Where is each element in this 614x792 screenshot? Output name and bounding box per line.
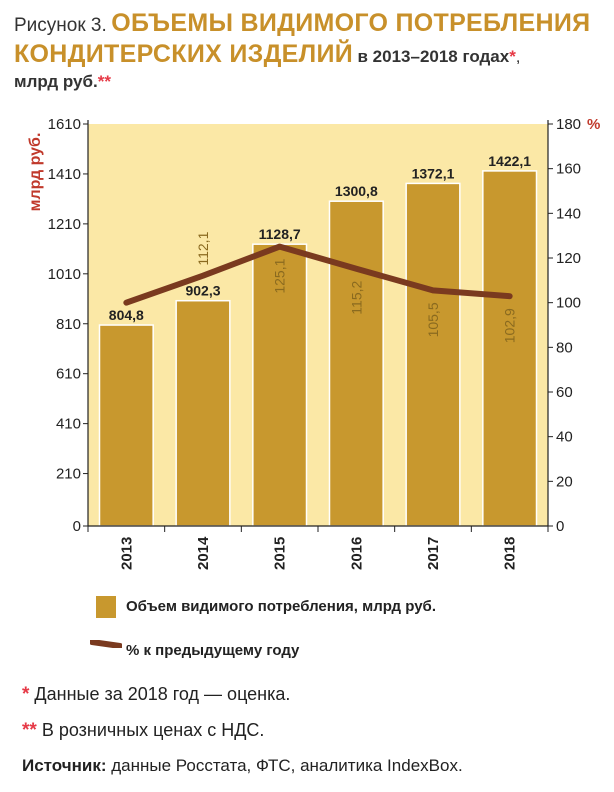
left-tick-label: 610 xyxy=(56,366,81,383)
percent-point-2014 xyxy=(201,274,205,278)
left-axis-title: млрд руб. xyxy=(27,133,44,212)
right-tick-label: 100 xyxy=(556,295,581,312)
left-tick-label: 1610 xyxy=(48,116,81,133)
right-tick-label: 120 xyxy=(556,250,581,267)
legend-line-swatch xyxy=(90,640,122,648)
note-2-text: В розничных ценах с НДС. xyxy=(41,720,265,740)
title-main-2: КОНДИТЕРСКИХ ИЗДЕЛИЙ xyxy=(14,40,354,69)
x-tick-label-2017: 2017 xyxy=(425,537,442,570)
source-note: Источник: данные Росстата, ФТС, аналитик… xyxy=(22,756,463,776)
bar-value-label: 1422,1 xyxy=(488,153,531,169)
percent-point-2018 xyxy=(508,294,512,298)
right-tick-label: 80 xyxy=(556,339,573,356)
note-2-star: ** xyxy=(22,720,37,741)
left-tick-label: 410 xyxy=(56,416,81,433)
note-1-text: Данные за 2018 год — оценка. xyxy=(34,684,291,704)
bar-2017 xyxy=(405,182,461,527)
title-star-1: * xyxy=(509,47,516,67)
right-tick-label: 0 xyxy=(556,518,564,535)
percent-value-label: 115,2 xyxy=(348,281,364,315)
title-star-2: ** xyxy=(97,71,111,91)
x-tick-label-2015: 2015 xyxy=(272,537,289,570)
right-tick-label: 160 xyxy=(556,161,581,178)
bar-value-label: 1300,8 xyxy=(335,183,378,199)
legend-bar-swatch xyxy=(96,596,116,618)
right-tick-label: 40 xyxy=(556,429,573,446)
title-years: в 2013–2018 годах xyxy=(357,47,510,67)
x-tick-label-2018: 2018 xyxy=(502,537,519,570)
title-main-1: ОБЪЕМЫ ВИДИМОГО ПОТРЕБЛЕНИЯ xyxy=(111,9,591,37)
legend-bar-label: Объем видимого потребления, млрд руб. xyxy=(126,598,436,615)
note-1: * Данные за 2018 год — оценка. xyxy=(22,684,290,706)
source-text: данные Росстата, ФТС, аналитика IndexBox… xyxy=(111,756,463,775)
bar-2013 xyxy=(98,324,154,527)
percent-value-label: 102,9 xyxy=(502,308,518,343)
plot-area xyxy=(88,124,548,526)
left-tick-label: 1410 xyxy=(48,166,81,183)
left-tick-label: 1210 xyxy=(48,216,81,233)
x-tick-label-2014: 2014 xyxy=(195,536,212,570)
legend-line-label: % к предыдущему году xyxy=(126,642,300,659)
title-line-1: Рисунок 3. ОБЪЕМЫ ВИДИМОГО ПОТРЕБЛЕНИЯ xyxy=(14,8,604,39)
title-prefix: Рисунок 3. xyxy=(14,15,107,36)
left-tick-label: 210 xyxy=(56,466,81,483)
chart-title: Рисунок 3. ОБЪЕМЫ ВИДИМОГО ПОТРЕБЛЕНИЯ К… xyxy=(14,8,604,93)
right-tick-label: 20 xyxy=(556,473,573,490)
source-label: Источник: xyxy=(22,756,107,775)
x-tick-label-2013: 2013 xyxy=(118,537,135,570)
percent-line xyxy=(123,243,513,306)
left-tick-label: 810 xyxy=(56,316,81,333)
percent-point-2016 xyxy=(354,267,358,271)
bar-value-label: 1128,7 xyxy=(259,226,301,242)
bar-value-label: 902,3 xyxy=(185,283,220,299)
percent-point-2015 xyxy=(278,245,282,249)
bar-value-label: 1372,1 xyxy=(412,165,455,181)
note-2: ** В розничных ценах с НДС. xyxy=(22,720,264,742)
note-1-star: * xyxy=(22,684,30,705)
x-tick-label-2016: 2016 xyxy=(348,537,365,570)
right-tick-label: 140 xyxy=(556,205,581,222)
percent-point-2017 xyxy=(431,288,435,292)
right-axis-title: % xyxy=(587,116,600,133)
percent-point-2013 xyxy=(124,301,128,305)
bar-value-label: 804,8 xyxy=(109,307,144,323)
percent-value-label: 125,1 xyxy=(272,258,288,293)
title-line-3: млрд руб.** xyxy=(14,71,604,93)
title-line-2: КОНДИТЕРСКИХ ИЗДЕЛИЙ в 2013–2018 годах*, xyxy=(14,40,521,69)
bar-2018 xyxy=(482,170,538,527)
percent-value-label: 105,5 xyxy=(425,302,441,337)
percent-value-label: 112,1 xyxy=(195,231,211,265)
title-unit: млрд руб. xyxy=(14,71,98,91)
bar-2014 xyxy=(175,299,231,527)
right-tick-label: 180 xyxy=(556,116,581,133)
bar-2016 xyxy=(328,200,384,527)
bar-2015 xyxy=(252,243,308,527)
left-tick-label: 1010 xyxy=(48,266,81,283)
left-tick-label: 0 xyxy=(73,518,81,535)
right-tick-label: 60 xyxy=(556,384,573,401)
